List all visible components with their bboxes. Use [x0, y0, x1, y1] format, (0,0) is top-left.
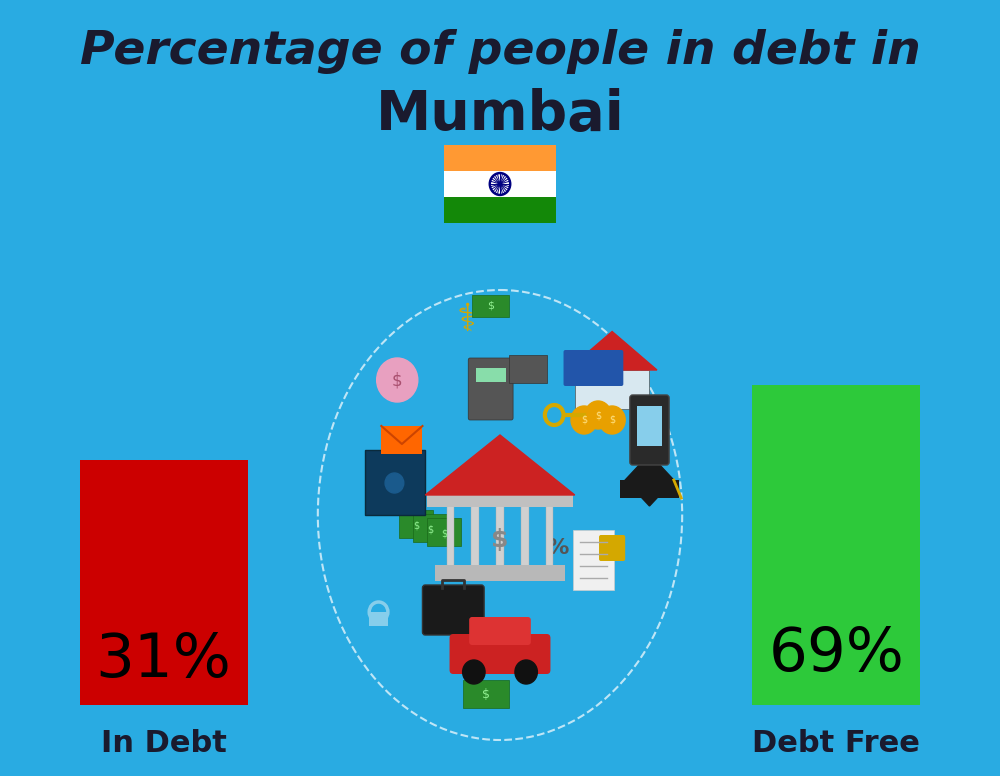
FancyBboxPatch shape: [468, 358, 513, 420]
Bar: [575, 370, 649, 408]
Circle shape: [571, 406, 597, 434]
Text: %: %: [547, 538, 569, 558]
Bar: [752, 385, 920, 705]
Bar: [620, 480, 679, 498]
Bar: [463, 680, 509, 708]
Bar: [365, 450, 425, 515]
Polygon shape: [567, 331, 657, 370]
FancyBboxPatch shape: [422, 585, 484, 635]
Bar: [509, 355, 547, 383]
Text: Percentage of people in debt in: Percentage of people in debt in: [80, 29, 920, 74]
Ellipse shape: [322, 295, 678, 735]
Bar: [573, 530, 614, 590]
Bar: [476, 368, 506, 382]
Bar: [444, 171, 556, 197]
Bar: [399, 510, 433, 538]
Bar: [427, 518, 461, 546]
Text: $: $: [491, 528, 509, 552]
Bar: [444, 145, 556, 171]
Circle shape: [463, 660, 485, 684]
Bar: [447, 503, 454, 568]
Text: $: $: [595, 410, 601, 420]
Polygon shape: [425, 435, 575, 495]
Bar: [80, 460, 248, 705]
Bar: [427, 495, 573, 507]
Text: $: $: [413, 520, 419, 530]
Text: $: $: [487, 301, 494, 311]
Text: In Debt: In Debt: [101, 729, 227, 757]
Text: 69%: 69%: [768, 625, 904, 684]
Text: $: $: [392, 371, 403, 389]
Text: $: $: [581, 415, 587, 425]
Text: ⚕: ⚕: [457, 301, 478, 339]
Text: $: $: [427, 524, 433, 534]
Text: Debt Free: Debt Free: [752, 729, 920, 757]
FancyBboxPatch shape: [599, 535, 625, 561]
Circle shape: [599, 406, 625, 434]
Circle shape: [585, 401, 611, 429]
Bar: [546, 503, 553, 568]
Bar: [413, 514, 447, 542]
Bar: [471, 503, 479, 568]
FancyBboxPatch shape: [469, 617, 531, 645]
Bar: [381, 426, 422, 454]
FancyBboxPatch shape: [630, 395, 669, 465]
Circle shape: [499, 182, 501, 185]
Text: Mumbai: Mumbai: [376, 88, 624, 142]
Circle shape: [385, 473, 404, 493]
Bar: [637, 406, 662, 446]
FancyBboxPatch shape: [450, 634, 550, 674]
FancyBboxPatch shape: [564, 350, 623, 386]
Text: 31%: 31%: [96, 630, 232, 690]
Text: $: $: [482, 688, 490, 701]
Text: $: $: [609, 415, 615, 425]
Bar: [521, 503, 529, 568]
Circle shape: [377, 358, 418, 402]
Bar: [496, 503, 504, 568]
Polygon shape: [625, 454, 674, 506]
Bar: [435, 565, 565, 581]
Bar: [444, 197, 556, 223]
Circle shape: [515, 660, 537, 684]
Text: $: $: [441, 528, 447, 538]
Bar: [472, 295, 509, 317]
Bar: [369, 612, 388, 626]
